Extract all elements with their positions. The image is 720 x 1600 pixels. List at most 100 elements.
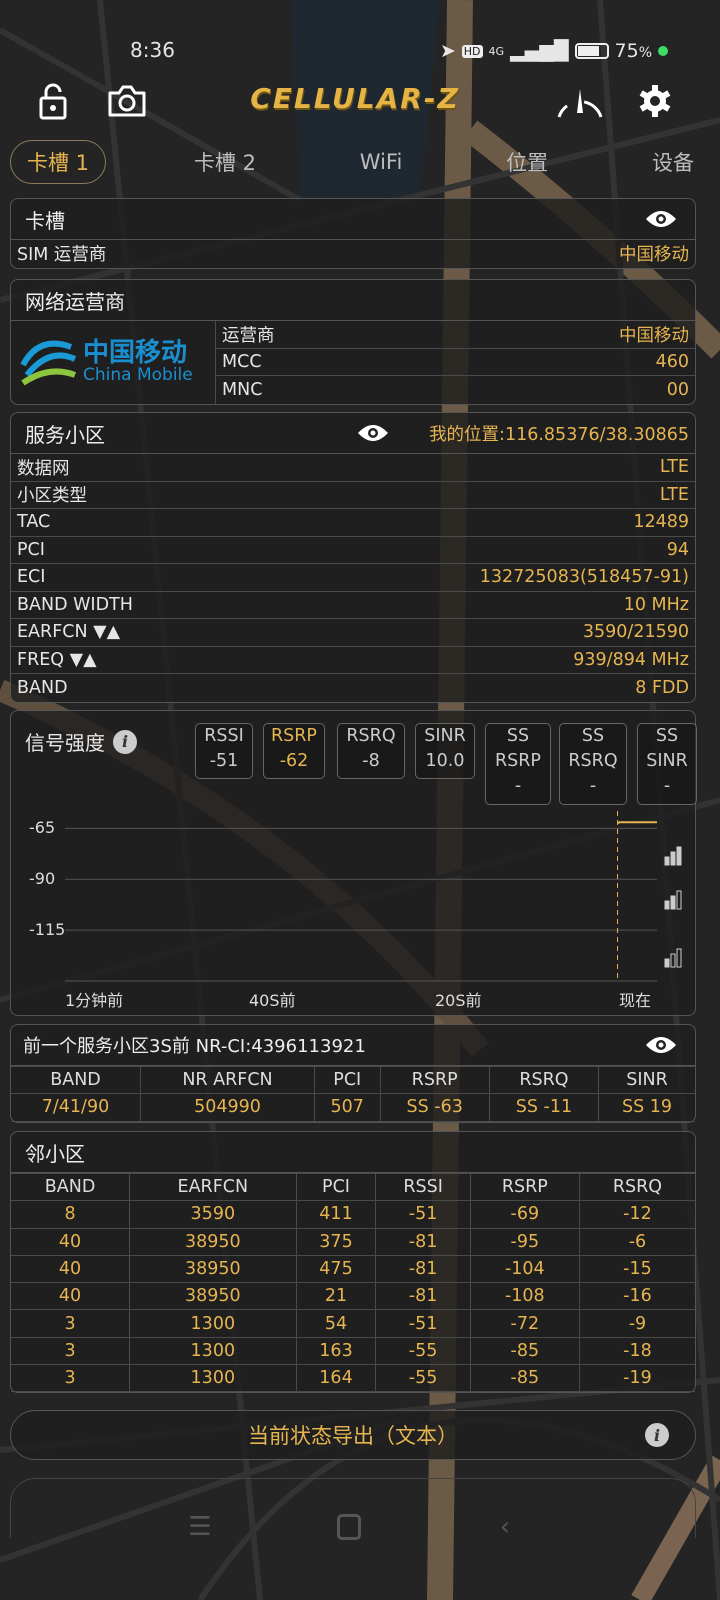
metric-chip-5[interactable]: SS RSRQ - xyxy=(559,723,627,805)
serving-row: 小区类型 LTE xyxy=(11,482,695,509)
table-cell: -108 xyxy=(469,1282,580,1311)
tab-sim1[interactable]: 卡槽 1 xyxy=(10,140,107,184)
metric-chip-3[interactable]: SINR 10.0 xyxy=(415,723,475,779)
lock-open-icon[interactable] xyxy=(30,78,76,124)
column-header: RSRP xyxy=(379,1065,490,1095)
table-cell: -72 xyxy=(469,1309,580,1338)
table-cell: -104 xyxy=(469,1254,580,1284)
home-nav-icon[interactable] xyxy=(337,1514,361,1540)
gear-icon[interactable] xyxy=(632,78,678,124)
back-nav-icon[interactable]: ‹ xyxy=(499,1512,511,1542)
row-value: LTE xyxy=(659,457,689,478)
table-cell: -55 xyxy=(375,1336,471,1366)
signal-chart xyxy=(65,811,682,982)
column-header: RSRQ xyxy=(488,1065,600,1095)
tab-device[interactable]: 设备 xyxy=(652,151,694,175)
previous-cell-card: 前一个服务小区3S前 NR-CI:4396113921 BAND NR ARFCN… xyxy=(10,1024,696,1123)
table-row: 3 1300 163 -55 -85 -18 xyxy=(11,1336,695,1366)
metric-chip-0[interactable]: RSSI -51 xyxy=(195,723,253,779)
status-bar: 8:36 ➤ HD 4G ▂▄▆█ 75% xyxy=(0,36,720,66)
info-icon[interactable]: i xyxy=(645,1423,669,1447)
tab-sim2[interactable]: 卡槽 2 xyxy=(193,151,256,175)
table-cell: SS -11 xyxy=(488,1093,600,1122)
column-header: RSRQ xyxy=(578,1172,695,1202)
table-row: 40 38950 475 -81 -104 -15 xyxy=(11,1254,695,1284)
row-label: BAND xyxy=(17,677,68,698)
signal-title: 信号强度 xyxy=(25,731,105,755)
row-label: FREQ ▼▲ xyxy=(17,649,97,670)
table-cell: -55 xyxy=(375,1364,471,1393)
china-mobile-logo: 中国移动 China Mobile xyxy=(11,321,216,404)
table-cell: -51 xyxy=(375,1200,471,1229)
table-cell: 163 xyxy=(295,1336,377,1366)
camera-icon[interactable] xyxy=(104,78,150,124)
neighbor-title: 邻小区 xyxy=(25,1141,85,1166)
table-cell: 1300 xyxy=(129,1336,297,1366)
table-cell: SS 19 xyxy=(598,1093,695,1122)
mnc-row: MNC 00 xyxy=(222,379,689,400)
table-cell: 164 xyxy=(295,1364,377,1393)
table-row: 3 1300 164 -55 -85 -19 xyxy=(11,1364,695,1393)
row-value: 3590/21590 xyxy=(582,622,689,643)
my-location[interactable]: 我的位置:116.85376/38.30865 xyxy=(429,424,689,445)
tab-location[interactable]: 位置 xyxy=(506,151,549,175)
row-label: 数据网 xyxy=(17,458,70,479)
table-cell: 54 xyxy=(295,1309,377,1338)
table-cell: 3 xyxy=(11,1336,131,1366)
sim-card: 卡槽 SIM 运营商 中国移动 xyxy=(10,198,696,269)
info-icon[interactable]: i xyxy=(113,729,137,754)
serving-row: BAND WIDTH 10 MHz xyxy=(11,592,695,619)
signal-level-icon xyxy=(670,953,676,968)
x-tick-label: 20S前 xyxy=(435,991,482,1010)
table-cell: -18 xyxy=(578,1336,695,1366)
table-cell: 38950 xyxy=(129,1227,297,1256)
next-card-partial xyxy=(10,1478,696,1538)
table-cell: -95 xyxy=(469,1227,580,1256)
previous-cell-table: BAND NR ARFCN PCI RSRP RSRQ SINR 7/41/90 504990… xyxy=(11,1065,695,1122)
table-cell: 3 xyxy=(11,1364,131,1393)
menu-nav-icon[interactable]: ☰ xyxy=(188,1512,212,1542)
metric-chip-2[interactable]: RSRQ -8 xyxy=(337,723,405,779)
row-label: PCI xyxy=(17,539,45,560)
metric-chip-4[interactable]: SS RSRP - xyxy=(485,723,551,805)
table-cell: -51 xyxy=(375,1309,471,1338)
table-cell: -85 xyxy=(469,1364,580,1393)
column-header: SINR xyxy=(598,1065,695,1095)
y-tick-label: -115 xyxy=(29,920,66,940)
signal-bars-icon: ▂▄▆█ xyxy=(510,40,569,62)
table-cell: -9 xyxy=(578,1309,695,1338)
eye-icon[interactable] xyxy=(645,1035,677,1060)
column-header: BAND xyxy=(11,1172,131,1202)
table-cell: 375 xyxy=(295,1227,377,1256)
tab-wifi[interactable]: WiFi xyxy=(359,150,403,174)
speedometer-icon[interactable] xyxy=(552,78,608,124)
y-tick-label: -65 xyxy=(29,818,56,838)
eye-icon[interactable] xyxy=(645,209,677,234)
table-cell: -69 xyxy=(469,1200,580,1229)
column-header: EARFCN xyxy=(129,1172,297,1202)
row-label: EARFCN ▼▲ xyxy=(17,622,121,643)
operator-row: 运营商 中国移动 xyxy=(216,321,695,349)
metric-chip-6[interactable]: SS SINR - xyxy=(637,723,697,805)
table-cell: -81 xyxy=(375,1282,471,1311)
table-cell: -81 xyxy=(375,1254,471,1284)
table-cell: 3590 xyxy=(129,1200,297,1229)
hd-icon: HD xyxy=(461,44,483,58)
table-cell: -6 xyxy=(578,1227,695,1256)
serving-row: BAND 8 FDD xyxy=(11,674,695,702)
table-cell: -12 xyxy=(578,1200,695,1229)
eye-icon[interactable] xyxy=(357,423,389,448)
privacy-dot xyxy=(658,46,668,56)
column-header: BAND xyxy=(11,1065,141,1095)
neighbor-cells-card: 邻小区 BAND EARFCN PCI RSSI RSRP RSRQ 8 3590 411 -51… xyxy=(10,1131,696,1394)
export-text-button[interactable]: 当前状态导出（文本） i xyxy=(10,1410,696,1460)
signal-level-icon xyxy=(676,890,682,910)
metric-chip-1[interactable]: RSRP -62 xyxy=(263,723,325,779)
table-cell: 3 xyxy=(11,1309,131,1338)
sim-operator-row: SIM 运营商 中国移动 xyxy=(17,245,689,266)
network-type: 4G xyxy=(488,44,505,58)
column-header: RSSI xyxy=(375,1172,471,1202)
row-value: 94 xyxy=(666,539,689,560)
row-value: 939/894 MHz xyxy=(573,649,689,670)
row-label: BAND WIDTH xyxy=(17,594,133,615)
